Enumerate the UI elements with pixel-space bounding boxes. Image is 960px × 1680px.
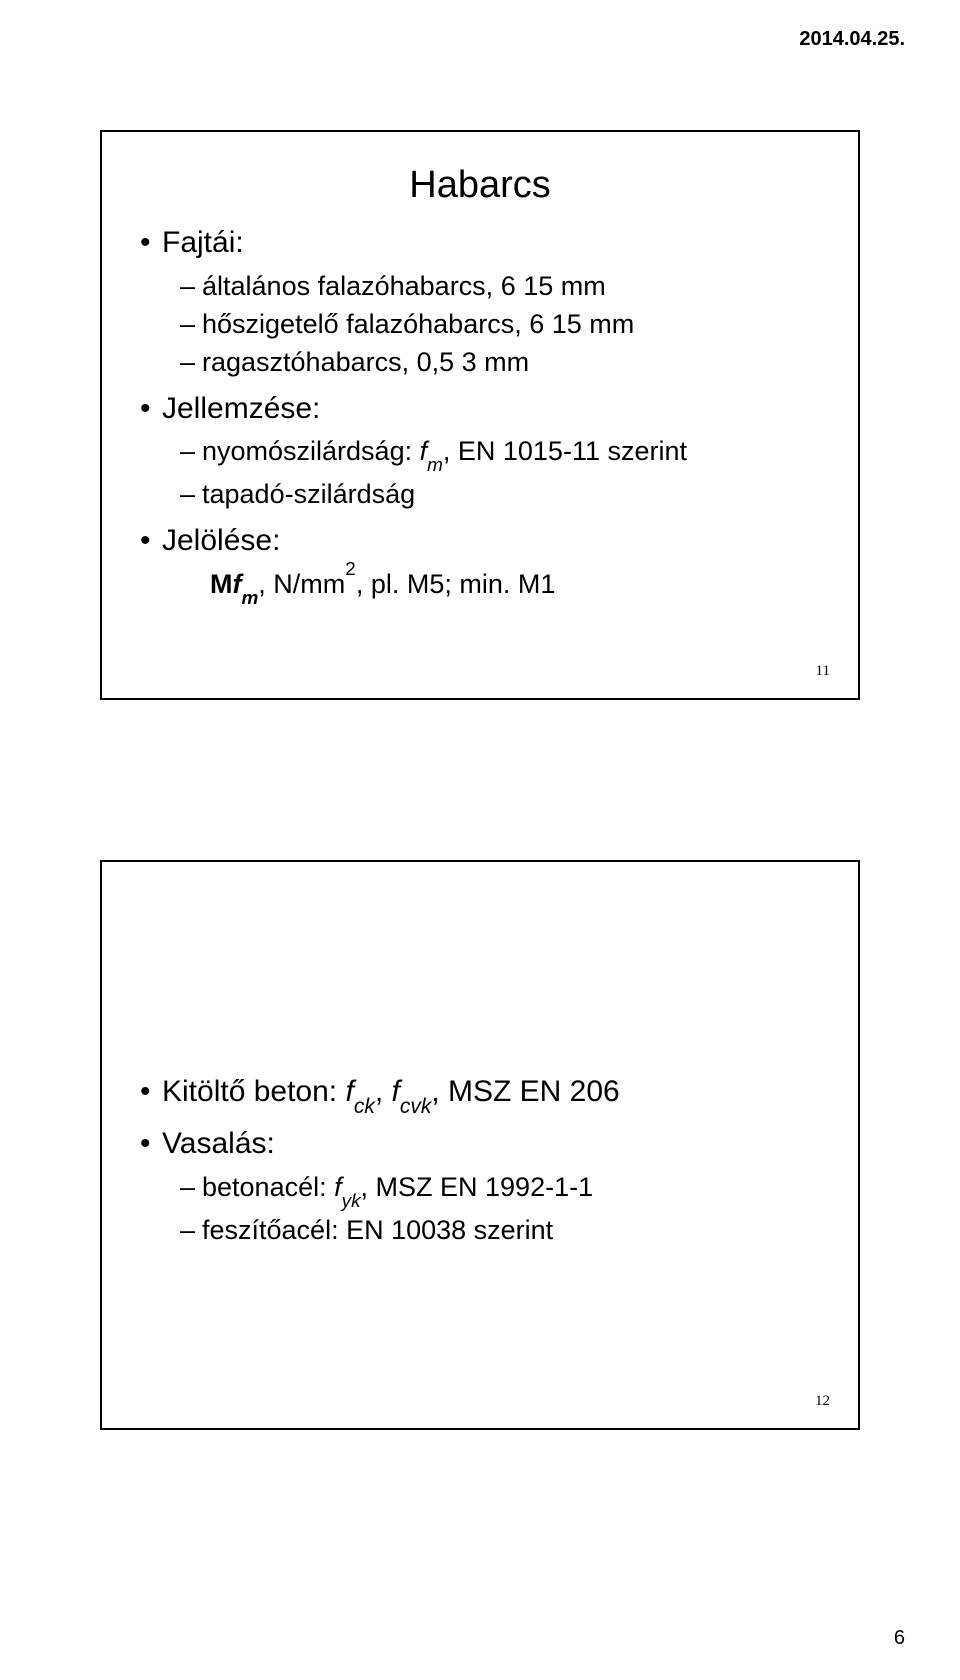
slide2-b2a-sub: yk xyxy=(342,1191,361,1212)
header-date: 2014.04.25. xyxy=(799,28,905,51)
slide1-b2a-sub: m xyxy=(427,455,443,476)
slide2-number: 12 xyxy=(815,1393,830,1410)
slide1-b2a-post: , EN 1015-11 szerint xyxy=(443,436,687,466)
slide2-b1-pre: Kitöltő beton: xyxy=(162,1075,345,1108)
slide1-b2a: –nyomószilárdság: fm, EN 1015-11 szerint xyxy=(180,433,820,474)
bullet-icon: • xyxy=(140,223,162,264)
slide2-b1-sub1: ck xyxy=(354,1095,375,1118)
slide1-b2a-var: f xyxy=(420,436,428,466)
slide2-b1: •Kitöltő beton: fck, fcvk, MSZ EN 206 xyxy=(140,1072,820,1116)
slide1-b3a-sup: 2 xyxy=(345,559,356,580)
slide2-b2a: –betonacél: fyk, MSZ EN 1992-1-1 xyxy=(180,1169,820,1210)
slide2-b2: •Vasalás: xyxy=(140,1124,820,1165)
dash-icon: – xyxy=(180,306,202,342)
bullet-icon: • xyxy=(140,389,162,430)
slide2-b2b-text: feszítőacél: EN 10038 szerint xyxy=(202,1215,553,1245)
dash-icon: – xyxy=(180,433,202,469)
slide2-b1-var2: f xyxy=(391,1075,399,1108)
dash-icon: – xyxy=(180,476,202,512)
slide1-b3a-mid: , N/mm xyxy=(258,569,345,599)
slide1-b1c: –ragasztóhabarcs, 0,5 3 mm xyxy=(180,344,820,380)
footer-page-number: 6 xyxy=(894,1627,905,1650)
slide2-b2a-pre: betonacél: xyxy=(202,1172,334,1202)
dash-icon: – xyxy=(180,1169,202,1205)
slide2-b1-post: , MSZ EN 206 xyxy=(431,1075,619,1108)
slide1-b2a-pre: nyomószilárdság: xyxy=(202,436,420,466)
bullet-icon: • xyxy=(140,1072,162,1113)
page: 2014.04.25. Habarcs •Fajtái: –általános … xyxy=(0,0,960,1680)
dash-icon: – xyxy=(180,1212,202,1248)
slide2-b2a-var: f xyxy=(334,1172,342,1202)
slide1-b1a-text: általános falazóhabarcs, 6 15 mm xyxy=(202,271,606,301)
dash-icon: – xyxy=(180,344,202,380)
slide2-b1-var1: f xyxy=(345,1075,353,1108)
slide1-b2: •Jellemzése: xyxy=(140,389,820,430)
slide-kitolto: •Kitöltő beton: fck, fcvk, MSZ EN 206 •V… xyxy=(100,860,860,1430)
slide1-b2b: –tapadó-szilárdság xyxy=(180,476,820,512)
slide1-b1: •Fajtái: xyxy=(140,223,820,264)
slide1-b3a-M: M xyxy=(210,569,233,599)
slide1-b2-text: Jellemzése: xyxy=(162,392,320,425)
slide2-b1-sep: , xyxy=(375,1075,392,1108)
slide1-title: Habarcs xyxy=(140,164,820,207)
slide-habarcs: Habarcs •Fajtái: –általános falazóhabarc… xyxy=(100,130,860,700)
slide2-b2-text: Vasalás: xyxy=(162,1127,275,1160)
slide1-b3a: Mfm, N/mm2, pl. M5; min. M1 xyxy=(210,565,820,607)
slide1-b3a-post: , pl. M5; min. M1 xyxy=(356,569,556,599)
slide1-b2b-text: tapadó-szilárdság xyxy=(202,479,415,509)
dash-icon: – xyxy=(180,268,202,304)
slide1-b1b: –hőszigetelő falazóhabarcs, 6 15 mm xyxy=(180,306,820,342)
slide1-b3-text: Jelölése: xyxy=(162,524,280,557)
slide2-b1-sub2: cvk xyxy=(400,1095,432,1118)
slide1-b1c-text: ragasztóhabarcs, 0,5 3 mm xyxy=(202,347,529,377)
slide1-b3: •Jelölése: xyxy=(140,521,820,562)
spacer xyxy=(140,894,820,1064)
slide1-b1a: –általános falazóhabarcs, 6 15 mm xyxy=(180,268,820,304)
slide2-b2b: –feszítőacél: EN 10038 szerint xyxy=(180,1212,820,1248)
slide1-b1-text: Fajtái: xyxy=(162,226,244,259)
bullet-icon: • xyxy=(140,521,162,562)
slide2-b2a-post: , MSZ EN 1992-1-1 xyxy=(361,1172,594,1202)
slide1-b3a-sub: m xyxy=(242,588,259,609)
slide1-number: 11 xyxy=(816,663,830,680)
slide1-b1b-text: hőszigetelő falazóhabarcs, 6 15 mm xyxy=(202,309,634,339)
bullet-icon: • xyxy=(140,1124,162,1165)
slide1-b3a-var: f xyxy=(233,569,242,599)
